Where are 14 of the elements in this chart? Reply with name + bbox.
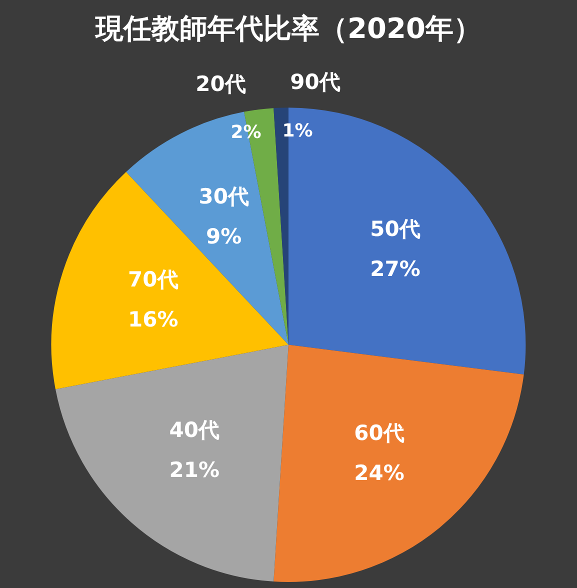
slice-label: 60代 — [354, 420, 404, 445]
slice-label: 30代 — [198, 184, 250, 208]
data-label: 27% — [370, 257, 420, 282]
slice-label: 70代 — [128, 267, 178, 292]
data-label: 9% — [206, 224, 242, 248]
data-label: 24% — [354, 460, 404, 485]
slice-label: 20代 — [196, 72, 246, 96]
data-label: 1% — [282, 120, 313, 142]
data-label: 21% — [169, 458, 220, 482]
slice-label: 50代 — [370, 217, 420, 242]
slice-label: 40代 — [169, 418, 220, 442]
slice-label: 90代 — [290, 70, 340, 94]
data-label: 16% — [128, 307, 178, 332]
chart-title: 現任教師年代比率（2020年） — [94, 12, 482, 46]
